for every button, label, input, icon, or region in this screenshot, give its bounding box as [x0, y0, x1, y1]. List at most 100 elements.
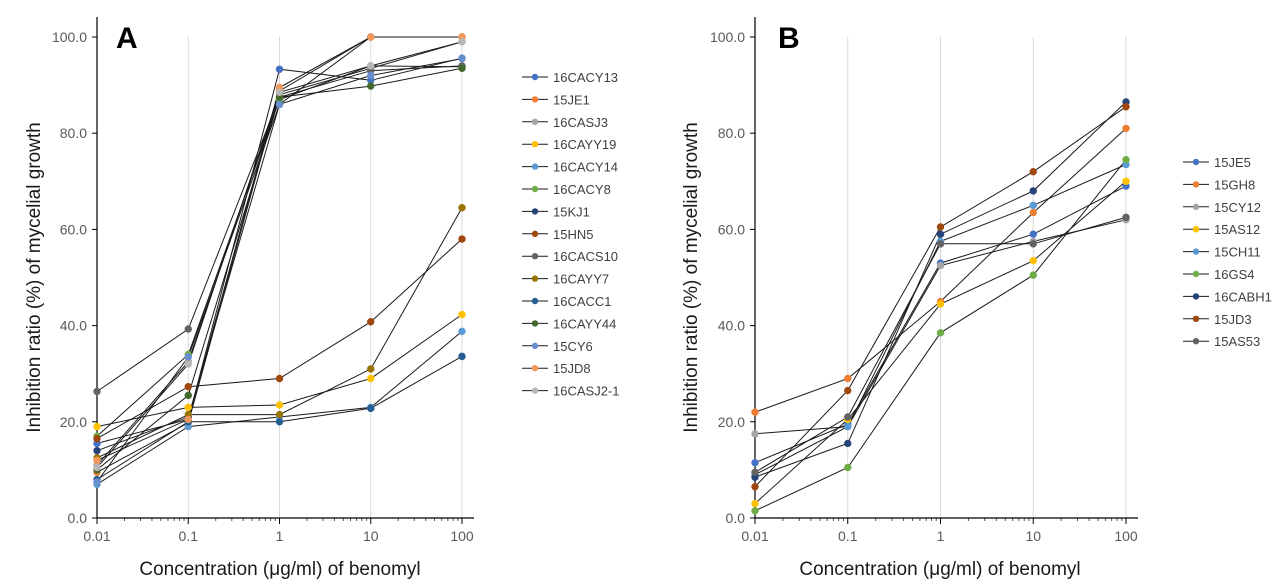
data-point-15AS53 — [936, 240, 945, 248]
data-point-16CACY14 — [458, 327, 466, 336]
x-tick-label: 100 — [1114, 528, 1138, 544]
data-point-16CABH1 — [936, 230, 945, 238]
data-point-15CY6 — [184, 353, 192, 361]
legend-label: 16CACY14 — [553, 160, 618, 175]
data-point-16CAYY44 — [184, 391, 192, 400]
data-point-15JD8 — [367, 33, 375, 41]
data-point-16CAYY7 — [458, 204, 466, 212]
chart-panel-b: 0.0 20.0 40.0 60.0 80.0 100.0 0.01 0.1 1 10 100 Con… — [681, 17, 1272, 579]
data-point-15JD8 — [93, 456, 101, 464]
x-tick-label: 1 — [276, 528, 284, 544]
legend-swatch-marker — [531, 73, 539, 81]
data-point-16CASJ2-1 — [93, 463, 101, 472]
data-point-16CASJ2-1 — [458, 38, 466, 46]
y-tick-label: 80.0 — [718, 125, 745, 141]
legend-swatch-marker — [531, 96, 539, 103]
data-point-16CAYY19 — [275, 401, 284, 409]
legend-label: 15AS12 — [1214, 222, 1260, 237]
y-tick-label: 0.0 — [68, 510, 88, 526]
legend-swatch-marker — [1192, 226, 1200, 233]
legend-swatch-marker — [1192, 270, 1200, 278]
data-point-15CY12 — [751, 430, 759, 438]
data-point-15AS53 — [1122, 213, 1130, 222]
y-tick-label: 60.0 — [60, 221, 87, 237]
data-point-16CAYY19 — [367, 374, 375, 383]
data-point-15AS53 — [751, 468, 759, 477]
data-point-15JD3 — [1122, 103, 1130, 111]
legend-label: 16CACY8 — [553, 182, 611, 197]
y-tick-label: 20.0 — [718, 414, 745, 430]
data-point-16GS4 — [844, 463, 852, 472]
data-point-15JD3 — [936, 223, 945, 231]
y-tick-label: 100.0 — [52, 29, 87, 45]
y-tick-label: 0.0 — [726, 510, 746, 526]
data-point-15AS53 — [1029, 240, 1037, 248]
data-point-15AS53 — [844, 413, 852, 421]
legend-label: 16CASJ3 — [553, 115, 608, 130]
legend-label: 16CAYY19 — [553, 137, 616, 152]
data-point-15GH8 — [751, 408, 759, 416]
data-point-16CAYY19 — [458, 310, 466, 319]
legend-swatch-marker — [531, 275, 539, 282]
legend-label: 16CACS10 — [553, 249, 618, 264]
legend-label: 15CY12 — [1214, 200, 1261, 215]
legend-swatch-marker — [1192, 293, 1200, 300]
legend-swatch-marker — [531, 253, 539, 260]
data-point-16CACC1 — [367, 404, 375, 413]
data-point-16CACC1 — [458, 352, 466, 361]
data-point-16CASJ2-1 — [367, 62, 375, 70]
data-point-16CAYY44 — [367, 82, 375, 90]
data-point-16GS4 — [1029, 271, 1037, 279]
legend-swatch-marker — [531, 365, 539, 372]
data-point-16CACY13 — [275, 65, 284, 73]
legend-swatch-marker — [531, 342, 539, 349]
series-group — [751, 98, 1130, 515]
legend-swatch-marker — [531, 185, 539, 193]
data-point-15HN5 — [93, 434, 101, 443]
legend-label: 15HN5 — [553, 227, 593, 242]
legend-label: 15KJ1 — [553, 204, 590, 219]
legend-label: 15CH11 — [1214, 245, 1261, 260]
legend-label: 16CACC1 — [553, 294, 612, 309]
x-tick-label: 0.1 — [179, 528, 199, 544]
legend-label: 15CY6 — [553, 339, 593, 354]
data-point-15HN5 — [184, 382, 192, 391]
legend-swatch-marker — [1192, 248, 1200, 255]
x-tick-label: 10 — [1025, 528, 1041, 544]
data-point-16CASJ2-1 — [275, 88, 284, 97]
data-point-15HN5 — [367, 318, 375, 326]
y-axis-title: Inhibition ratio (%) of mycelial growth — [681, 122, 702, 432]
data-point-15JE5 — [751, 458, 759, 467]
data-point-16CAYY7 — [275, 410, 284, 419]
legend-label: 15JE1 — [553, 92, 590, 107]
legend-swatch-marker — [1192, 203, 1200, 210]
legend-label: 16CASJ2-1 — [553, 384, 619, 399]
data-point-16CACC1 — [275, 418, 284, 426]
data-point-15CH11 — [1029, 201, 1037, 210]
legend-label: 15JD3 — [1214, 312, 1252, 327]
data-point-16GS4 — [936, 329, 945, 337]
y-tick-label: 40.0 — [718, 318, 745, 334]
legend-swatch-marker — [531, 141, 539, 148]
legend-swatch-marker — [531, 320, 539, 327]
data-point-16CACS10 — [184, 325, 192, 333]
data-point-15GH8 — [1122, 124, 1130, 133]
x-tick-label: 0.1 — [838, 528, 858, 544]
data-point-15HN5 — [458, 235, 466, 243]
chart-panel-a: 0.0 20.0 40.0 60.0 80.0 100.0 0.01 0.1 1 10 100 Con… — [24, 17, 619, 579]
legend-label: 15GH8 — [1214, 177, 1255, 192]
x-axis-title: Concentration (μg/ml) of benomyl — [799, 559, 1080, 579]
data-point-16GS4 — [1122, 155, 1130, 164]
legend-label: 15AS53 — [1214, 334, 1260, 349]
data-point-15GH8 — [844, 374, 852, 383]
y-tick-label: 100.0 — [710, 29, 745, 45]
legend-label: 16GS4 — [1214, 267, 1254, 282]
data-point-16CABH1 — [844, 439, 852, 448]
x-tick-label: 0.01 — [83, 528, 110, 544]
legend-swatch-marker — [1192, 181, 1200, 188]
legend-swatch-marker — [531, 208, 539, 215]
legend-label: 15JD8 — [553, 361, 591, 376]
data-point-15JD3 — [844, 386, 852, 395]
data-point-15JD3 — [751, 483, 759, 491]
